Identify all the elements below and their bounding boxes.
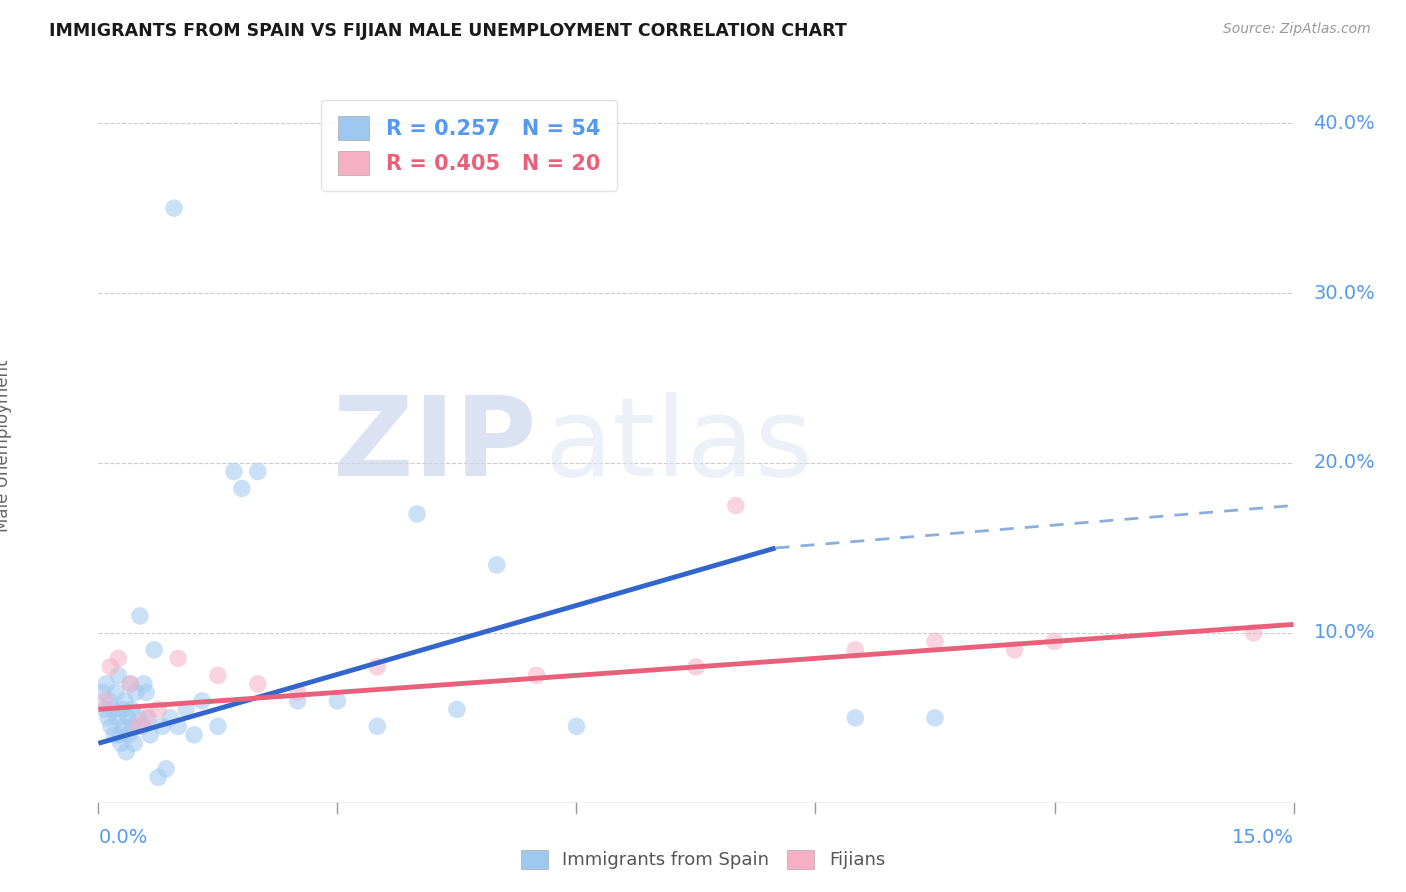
Point <box>112 719 135 733</box>
Point <box>121 702 143 716</box>
Legend: Immigrants from Spain, Fijians: Immigrants from Spain, Fijians <box>512 841 894 879</box>
Point <box>107 711 129 725</box>
Point <box>98 694 121 708</box>
Point <box>685 660 707 674</box>
Point <box>565 719 588 733</box>
Point <box>167 651 190 665</box>
Text: 20.0%: 20.0% <box>1313 453 1375 473</box>
Point <box>148 702 170 716</box>
Text: Source: ZipAtlas.com: Source: ZipAtlas.com <box>1223 22 1371 37</box>
Point <box>174 702 197 716</box>
Point <box>107 651 129 665</box>
Point <box>114 694 136 708</box>
Point <box>1043 634 1066 648</box>
Point <box>94 702 117 716</box>
Point <box>94 694 117 708</box>
Point <box>207 719 229 733</box>
Point <box>526 668 548 682</box>
Point <box>287 694 309 708</box>
Point <box>183 728 205 742</box>
Text: 40.0%: 40.0% <box>1313 113 1375 133</box>
Point <box>97 711 120 725</box>
Point <box>118 728 141 742</box>
Point <box>98 660 122 674</box>
Point <box>96 677 118 691</box>
Point <box>101 702 124 716</box>
Point <box>103 728 125 742</box>
Point <box>104 685 127 699</box>
Point <box>844 643 866 657</box>
Point <box>207 668 229 682</box>
Point <box>120 677 142 691</box>
Point <box>159 711 181 725</box>
Text: atlas: atlas <box>544 392 813 500</box>
Point <box>107 668 129 682</box>
Point <box>287 685 309 699</box>
Point <box>127 719 149 733</box>
Point <box>246 677 269 691</box>
Text: Male Unemployment: Male Unemployment <box>0 359 11 533</box>
Text: 15.0%: 15.0% <box>1232 829 1294 847</box>
Text: 10.0%: 10.0% <box>1313 624 1375 642</box>
Point <box>1243 626 1265 640</box>
Point <box>100 719 122 733</box>
Point <box>132 677 155 691</box>
Point <box>366 719 388 733</box>
Point <box>155 762 177 776</box>
Point <box>131 719 153 733</box>
Point <box>924 634 946 648</box>
Point <box>246 465 269 479</box>
Point <box>128 608 150 623</box>
Text: ZIP: ZIP <box>333 392 537 500</box>
Point <box>117 711 139 725</box>
Point <box>139 728 162 742</box>
Text: IMMIGRANTS FROM SPAIN VS FIJIAN MALE UNEMPLOYMENT CORRELATION CHART: IMMIGRANTS FROM SPAIN VS FIJIAN MALE UNE… <box>49 22 846 40</box>
Point <box>191 694 214 708</box>
Point <box>724 499 747 513</box>
Point <box>127 711 149 725</box>
Point <box>108 728 131 742</box>
Point <box>485 558 508 572</box>
Point <box>120 677 142 691</box>
Point <box>135 711 157 725</box>
Point <box>121 719 143 733</box>
Point <box>150 719 173 733</box>
Point <box>231 482 253 496</box>
Point <box>446 702 468 716</box>
Point <box>91 685 114 699</box>
Point <box>124 736 146 750</box>
Point <box>110 736 132 750</box>
Point <box>167 719 190 733</box>
Point <box>163 201 186 215</box>
Point <box>326 694 349 708</box>
Text: 0.0%: 0.0% <box>98 829 148 847</box>
Point <box>143 643 166 657</box>
Text: 30.0%: 30.0% <box>1313 284 1375 302</box>
Point <box>115 745 138 759</box>
Point <box>148 770 170 784</box>
Point <box>111 702 134 716</box>
Point <box>1004 643 1026 657</box>
Point <box>844 711 866 725</box>
Point <box>125 685 148 699</box>
Point <box>135 685 157 699</box>
Point <box>222 465 245 479</box>
Point <box>138 711 160 725</box>
Point <box>366 660 388 674</box>
Legend: R = 0.257   N = 54, R = 0.405   N = 20: R = 0.257 N = 54, R = 0.405 N = 20 <box>321 100 617 192</box>
Point <box>406 507 429 521</box>
Point <box>924 711 946 725</box>
